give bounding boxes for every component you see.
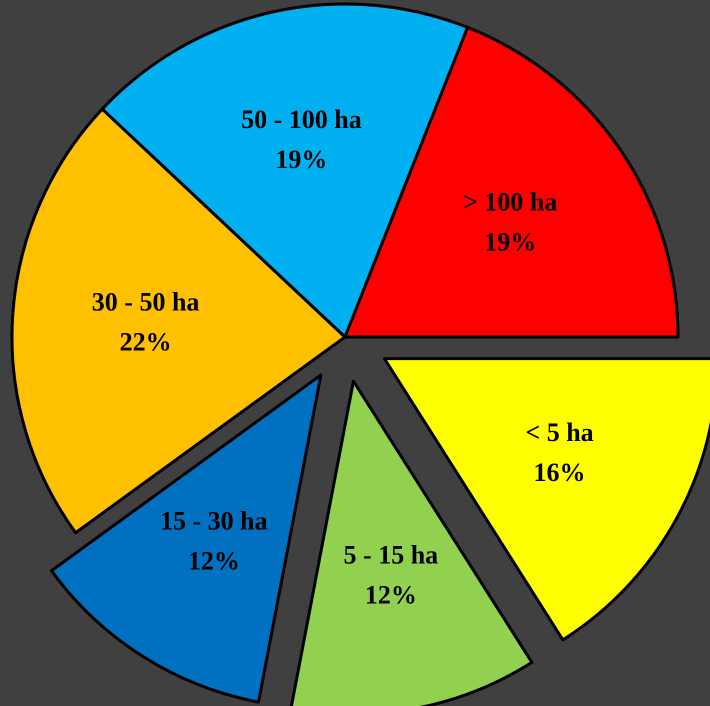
slice-category-label: 50 - 100 ha xyxy=(241,105,362,134)
slice-category-label: 15 - 30 ha xyxy=(160,507,268,536)
pie-slice xyxy=(100,2,470,339)
slice-category-label: 5 - 15 ha xyxy=(344,540,439,569)
pie-slice xyxy=(343,25,680,339)
slice-value-label: 19% xyxy=(484,228,536,257)
slice-category-label: < 5 ha xyxy=(525,418,593,447)
slice-value-label: 19% xyxy=(275,145,327,174)
slice-category-label: 30 - 50 ha xyxy=(92,287,200,316)
slice-value-label: 16% xyxy=(534,458,586,487)
slice-category-label: > 100 ha xyxy=(463,188,557,217)
slice-value-label: 12% xyxy=(365,580,417,609)
slice-value-label: 12% xyxy=(188,547,240,576)
pie-slice xyxy=(382,357,710,642)
pie-slice xyxy=(289,379,534,706)
pie-slice xyxy=(10,107,347,535)
pie-slice xyxy=(49,373,323,704)
slice-value-label: 22% xyxy=(120,327,172,356)
